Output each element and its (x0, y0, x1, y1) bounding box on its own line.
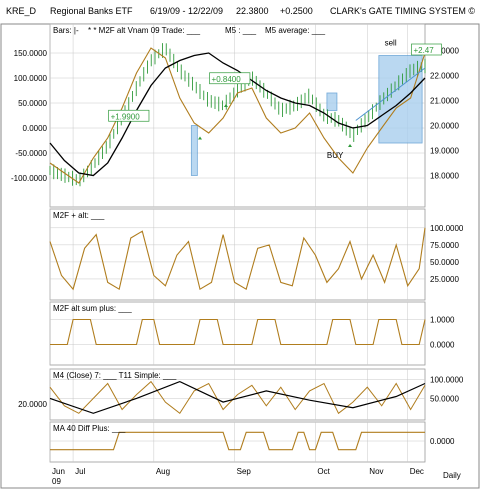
buy-arrow (223, 104, 228, 107)
right-tick-m2f: 25.0000 (430, 275, 459, 284)
month-label: Jul (75, 467, 85, 476)
legend-ma40-panel: MA 40 Diff Plus: ___ (53, 424, 126, 433)
gain-label-3-box (411, 43, 442, 56)
panel-m2f: 100.0000 75.0000 50.0000 25.0000 M2F + alt: … (49, 208, 464, 301)
legend-m2f-panel: M2F + alt: ___ (53, 211, 105, 220)
panel-frame-ma40 (49, 421, 426, 463)
trade-box (190, 125, 198, 176)
trade-box (326, 92, 338, 111)
right-tick-price: 18.0000 (430, 172, 459, 181)
t11-line (49, 380, 426, 414)
legend-sum-panel: M2F alt sum plus: ___ (53, 304, 132, 313)
oscillator-line (49, 47, 426, 184)
sell-label: sell (385, 39, 397, 48)
right-tick-price: 22.0000 (430, 72, 459, 81)
panel-m2f_sum: 1.0000 0.0000 M2F alt sum plus: ___ (49, 301, 455, 366)
m4-line (49, 380, 426, 415)
left-tick-m4: 20.0000 (18, 400, 47, 409)
month-label: Jun (52, 467, 65, 476)
month-label: Nov (369, 467, 383, 476)
m2f-line (49, 227, 426, 291)
x-axis: Jun Jul Aug Sep Oct Nov Dec 09 Daily (52, 467, 461, 486)
legend-m5: M5 : ___ (225, 26, 257, 35)
left-tick-price: -100.0000 (11, 174, 48, 183)
header-price: 22.3800 (236, 6, 269, 16)
right-tick-price: 23.0000 (430, 47, 459, 56)
gain-label-2: +0.8400 (212, 75, 242, 84)
year-label: 09 (52, 477, 61, 486)
right-tick-price: 21.0000 (430, 97, 459, 106)
header-symbol: KRE_D (6, 6, 37, 16)
right-tick-m4: 50.0000 (430, 394, 459, 403)
right-tick-price: 20.0000 (430, 122, 459, 131)
right-tick-ma40: 0.0000 (430, 437, 455, 446)
m5-line (49, 52, 426, 177)
left-tick-price: -50.0000 (15, 149, 47, 158)
header: KRE_D Regional Banks ETF 6/19/09 - 12/22… (6, 6, 475, 16)
right-tick-m2f: 50.0000 (430, 258, 459, 267)
month-label: Oct (317, 467, 330, 476)
left-tick-price: 150.0000 (14, 49, 48, 58)
legend-m5avg: M5 average: ___ (265, 26, 326, 35)
panels: 150.0000 100.0000 50.0000 0.0000 -50.0000 -10… (0, 23, 480, 489)
sum-line (50, 318, 426, 346)
gain-label-3: +2.47 (413, 46, 434, 55)
month-label: Sep (237, 467, 252, 476)
left-tick-price: 100.0000 (14, 74, 48, 83)
gain-label-2-box (209, 72, 251, 85)
panel-frame-m2f_sum (49, 301, 426, 366)
month-label: Aug (156, 467, 170, 476)
gain-label-1: +1.9900 (111, 112, 141, 121)
buy-arrow (198, 136, 202, 140)
header-system: CLARK's GATE TIMING SYSTEM © (330, 6, 475, 16)
panel-frame-m2f (49, 208, 426, 301)
panel-price: 150.0000 100.0000 50.0000 0.0000 -50.0000 -10… (11, 23, 459, 208)
right-tick-m2f: 75.0000 (430, 241, 459, 250)
period-label: Daily (443, 471, 461, 480)
trade-box (378, 55, 423, 144)
legend-bars: Bars: |- (53, 26, 79, 35)
header-range: 6/19/09 - 12/22/09 (150, 6, 223, 16)
right-tick-m2f: 100.0000 (430, 224, 464, 233)
right-tick-m4: 100.0000 (430, 376, 464, 385)
ma40-line (50, 431, 425, 451)
legend-m4-panel: M4 (Close) 7: ___ T11 Simple: ___ (53, 371, 177, 380)
right-tick-sum: 1.0000 (430, 316, 455, 325)
buy-label: BUY (327, 151, 344, 160)
right-tick-price: 19.0000 (430, 147, 459, 156)
panel-m4: 100.0000 50.0000 20.0000 M4 (Close) 7: ___ … (18, 368, 464, 421)
legend-m2f: * * M2F alt Vnam 09 Trade: ___ (88, 26, 201, 35)
left-tick-price: 50.0000 (18, 99, 47, 108)
panel-ma40: 0.0000 MA 40 Diff Plus: ___ (49, 421, 455, 463)
left-tick-price: 0.0000 (23, 124, 48, 133)
gain-label-1-box (108, 109, 150, 122)
month-label: Dec (410, 467, 424, 476)
trend-line (355, 67, 426, 121)
header-name: Regional Banks ETF (50, 6, 133, 16)
buy-arrow (348, 144, 352, 147)
header-change: +0.2500 (280, 6, 313, 16)
right-tick-sum: 0.0000 (430, 341, 455, 350)
